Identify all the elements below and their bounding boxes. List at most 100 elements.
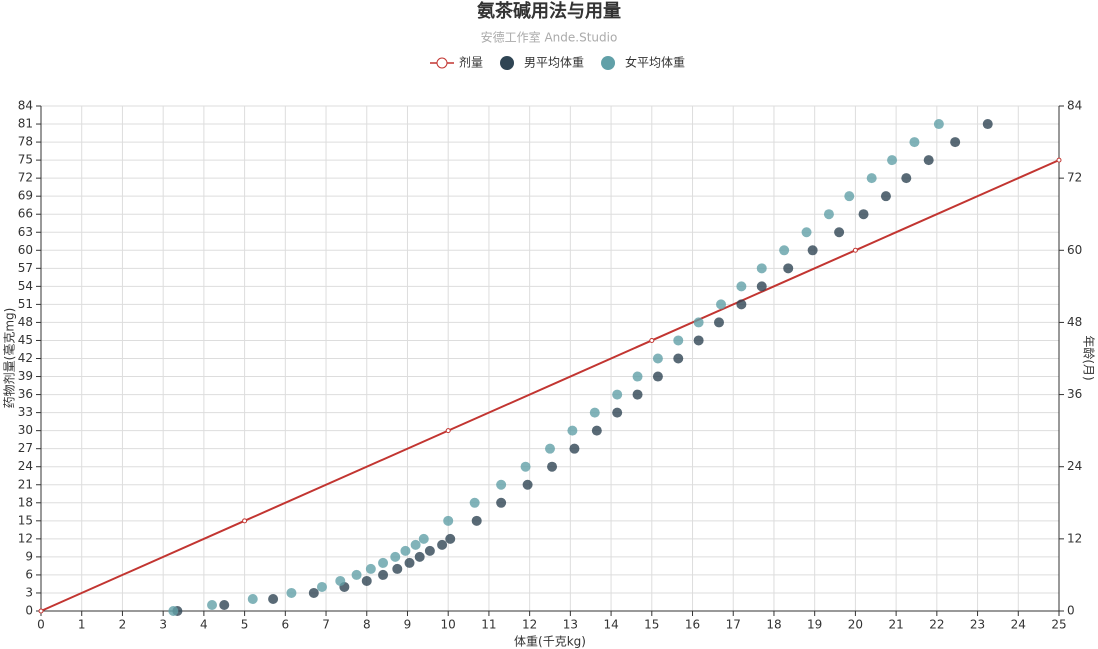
x-tick-label: 5 bbox=[241, 618, 249, 632]
y-tick-label: 78 bbox=[18, 135, 33, 149]
scatter-point bbox=[414, 551, 425, 562]
scatter-point bbox=[612, 407, 623, 418]
y-axis-label: 药物剂量(毫克mg) bbox=[2, 308, 17, 409]
y-tick-label: 45 bbox=[18, 333, 33, 347]
y-tick-label: 81 bbox=[18, 117, 33, 131]
legend-label: 女平均体重 bbox=[625, 55, 685, 70]
scatter-point bbox=[632, 389, 643, 400]
y-tick-label: 75 bbox=[18, 153, 33, 167]
y-tick-label: 48 bbox=[18, 315, 33, 329]
scatter-point bbox=[547, 461, 558, 472]
scatter-point bbox=[716, 299, 727, 310]
y2-tick-label: 72 bbox=[1067, 171, 1082, 185]
scatter-point bbox=[933, 119, 944, 130]
y-tick-label: 57 bbox=[18, 261, 33, 275]
y-tick-label: 24 bbox=[18, 459, 33, 473]
scatter-point bbox=[445, 533, 456, 544]
dose-point bbox=[445, 428, 451, 434]
y-tick-label: 18 bbox=[18, 495, 33, 509]
scatter-point bbox=[693, 317, 704, 328]
scatter-point bbox=[268, 593, 279, 604]
dose-point bbox=[649, 337, 655, 343]
scatter-point bbox=[168, 606, 179, 616]
chart-subtitle: 安德工作室 Ande.Studio bbox=[481, 30, 618, 45]
x-tick-label: 11 bbox=[481, 618, 496, 632]
y-tick-label: 3 bbox=[25, 585, 33, 599]
scatter-point bbox=[756, 263, 767, 274]
y2-tick-label: 60 bbox=[1067, 243, 1082, 257]
scatter-point bbox=[400, 545, 411, 556]
scatter-point bbox=[923, 155, 934, 166]
scatter-point bbox=[286, 587, 297, 598]
scatter-point bbox=[390, 551, 401, 562]
legend-item: 男平均体重 bbox=[500, 56, 584, 70]
x-tick-label: 3 bbox=[159, 618, 167, 632]
scatter-point bbox=[589, 407, 600, 418]
scatter-point bbox=[880, 191, 891, 202]
x-tick-label: 24 bbox=[1011, 618, 1026, 632]
scatter-point bbox=[693, 335, 704, 346]
scatter-point bbox=[713, 317, 724, 328]
scatter-point bbox=[351, 569, 362, 580]
x-tick-label: 2 bbox=[119, 618, 127, 632]
x-tick-label: 19 bbox=[807, 618, 822, 632]
scatter-point bbox=[545, 443, 555, 454]
x-tick-label: 23 bbox=[970, 618, 985, 632]
scatter-point bbox=[569, 443, 580, 454]
x-tick-label: 8 bbox=[363, 618, 371, 632]
scatter-point bbox=[652, 353, 663, 364]
scatter-point bbox=[834, 227, 845, 238]
scatter-point bbox=[858, 209, 869, 220]
legend-marker bbox=[601, 56, 616, 70]
scatter-point bbox=[612, 389, 623, 400]
y-tick-label: 69 bbox=[18, 189, 33, 203]
scatter-point bbox=[844, 191, 855, 202]
y2-tick-label: 12 bbox=[1067, 531, 1082, 545]
x-tick-label: 7 bbox=[322, 618, 330, 632]
y-tick-label: 9 bbox=[25, 549, 33, 563]
y-tick-label: 21 bbox=[18, 477, 33, 491]
y-tick-label: 51 bbox=[18, 297, 33, 311]
scatter-point bbox=[392, 563, 403, 574]
scatter-point bbox=[520, 461, 531, 472]
scatter-point bbox=[591, 425, 602, 436]
scatter-point bbox=[404, 557, 415, 568]
scatter-point bbox=[496, 479, 507, 490]
scatter-point bbox=[673, 353, 684, 364]
scatter-point bbox=[247, 593, 258, 604]
y2-tick-label: 48 bbox=[1067, 315, 1082, 329]
scatter-point bbox=[756, 281, 767, 292]
scatter-point bbox=[673, 335, 684, 346]
y2-tick-label: 36 bbox=[1067, 387, 1082, 401]
dose-line bbox=[40, 159, 1060, 612]
dose-point bbox=[1056, 157, 1062, 163]
y2-tick-label: 0 bbox=[1067, 604, 1075, 618]
scatter-point bbox=[424, 545, 435, 556]
x-tick-label: 0 bbox=[37, 618, 45, 632]
scatter-point bbox=[308, 587, 319, 598]
y-tick-label: 27 bbox=[18, 441, 33, 455]
scatter-point bbox=[496, 497, 507, 508]
scatter-point bbox=[982, 119, 993, 130]
scatter-point bbox=[887, 155, 898, 166]
x-axis-label: 体重(千克kg) bbox=[514, 635, 586, 649]
scatter-point bbox=[950, 137, 961, 148]
y-tick-label: 72 bbox=[18, 171, 33, 185]
scatter-point bbox=[567, 425, 578, 436]
scatter-point bbox=[410, 539, 421, 550]
y2-tick-label: 24 bbox=[1067, 459, 1082, 473]
y-tick-label: 54 bbox=[18, 279, 33, 293]
x-tick-label: 16 bbox=[685, 618, 700, 632]
scatter-point bbox=[471, 515, 482, 526]
scatter-point bbox=[909, 137, 920, 148]
scatter-point bbox=[801, 227, 812, 238]
scatter-point bbox=[783, 263, 794, 274]
y-tick-label: 84 bbox=[18, 99, 33, 113]
scatter-point bbox=[469, 497, 480, 508]
y-tick-label: 0 bbox=[25, 604, 33, 618]
x-tick-label: 4 bbox=[200, 618, 208, 632]
scatter-point bbox=[443, 515, 454, 526]
legend-label: 男平均体重 bbox=[524, 56, 584, 70]
x-tick-label: 14 bbox=[603, 618, 618, 632]
